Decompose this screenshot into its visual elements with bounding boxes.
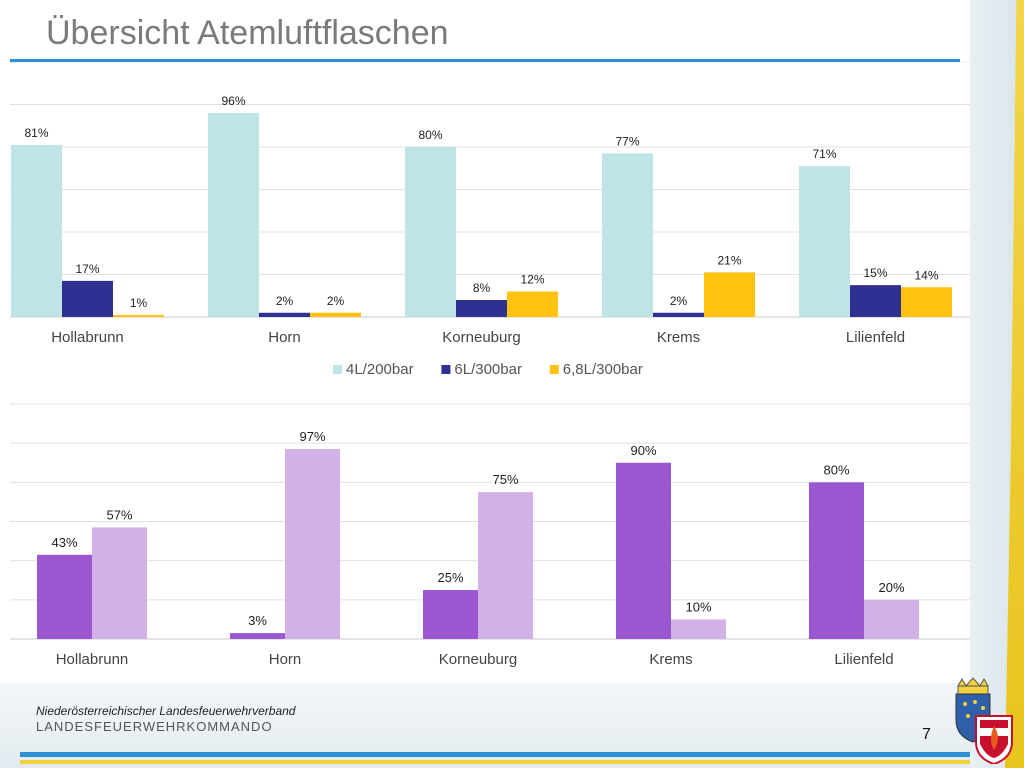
category-tick-label: Lilienfeld	[834, 651, 893, 668]
data-label: 2%	[670, 294, 688, 308]
data-label: 43%	[51, 535, 77, 550]
bar-6L/300bar-Horn	[259, 312, 310, 317]
footer-blue-line	[20, 752, 970, 757]
data-label: 90%	[630, 443, 656, 458]
category-tick-label: Lilienfeld	[846, 329, 905, 346]
bar-6,8L/300bar-Korneuburg	[507, 291, 558, 317]
bar-6L/300bar-Korneuburg	[456, 300, 507, 317]
data-label: 2%	[276, 294, 294, 308]
legend-entry: 6,8L/300bar	[563, 361, 643, 378]
legend-swatch	[441, 365, 451, 374]
category-tick-label: Krems	[649, 651, 692, 668]
data-label: 25%	[437, 570, 463, 585]
bar-FIN-Krems	[671, 619, 726, 639]
data-label: 2%	[327, 294, 345, 308]
category-tick-label: Korneuburg	[442, 329, 520, 346]
bar-6L/300bar-Krems	[653, 312, 704, 317]
org-name: Niederösterreichischer Landesfeuerwehrve…	[36, 704, 296, 718]
bar-6L/300bar-Hollabrunn	[62, 280, 113, 317]
data-label: 96%	[221, 94, 245, 108]
data-label: 80%	[418, 128, 442, 142]
bar-6,8L/300bar-Hollabrunn	[113, 314, 164, 317]
category-tick-label: Korneuburg	[439, 651, 517, 668]
chart-bottle-types: 81% 17% 1% Hollabrunn 96% 2% 2% Horn 80% 8% 12% Kor…	[10, 62, 970, 378]
legend-entry: 4L/200bar	[346, 361, 414, 378]
category-tick-label: Hollabrunn	[56, 651, 129, 668]
data-label: 3%	[248, 613, 267, 628]
data-label: 71%	[812, 147, 836, 161]
bar-4L/200bar-Horn	[208, 113, 259, 317]
category-tick-label: Krems	[657, 329, 700, 346]
bar-NLL-Lilienfeld	[809, 482, 864, 639]
data-label: 21%	[717, 253, 741, 267]
bar-6L/300bar-Lilienfeld	[850, 285, 901, 317]
data-label: 57%	[106, 507, 132, 522]
bar-NLL-Hollabrunn	[37, 554, 92, 639]
data-label: 14%	[914, 268, 938, 282]
bar-FIN-Hollabrunn	[92, 527, 147, 639]
data-label: 8%	[473, 281, 491, 295]
bar-4L/200bar-Lilienfeld	[799, 166, 850, 317]
data-label: 15%	[863, 266, 887, 280]
bar-FIN-Lilienfeld	[864, 599, 919, 639]
page-number: 7	[922, 726, 931, 743]
org-subtitle: LANDESFEUERWEHRKOMMANDO	[36, 719, 273, 734]
legend-swatch	[549, 365, 559, 374]
bar-NLL-Krems	[616, 462, 671, 639]
bar-NLL-Korneuburg	[423, 590, 478, 639]
category-tick-label: Horn	[268, 329, 301, 346]
data-label: 97%	[299, 429, 325, 444]
data-label: 80%	[823, 462, 849, 477]
category-tick-label: Horn	[269, 651, 302, 668]
bar-6,8L/300bar-Horn	[310, 312, 361, 317]
category-tick-label: Hollabrunn	[51, 329, 124, 346]
data-label: 17%	[75, 262, 99, 276]
legend-entry: 6L/300bar	[454, 361, 522, 378]
data-label: 75%	[492, 472, 518, 487]
data-label: 77%	[615, 134, 639, 148]
slide-title: Übersicht Atemluftflaschen	[46, 14, 449, 52]
chart-nll-fin: 43% 57% Hollabrunn 3% 97% Horn 25% 75% Korneubur…	[10, 403, 970, 700]
data-label: 20%	[878, 580, 904, 595]
bar-6,8L/300bar-Krems	[704, 272, 755, 317]
data-label: 1%	[130, 296, 148, 310]
bar-NLL-Horn	[230, 633, 285, 639]
data-label: 81%	[24, 126, 48, 140]
bar-4L/200bar-Korneuburg	[405, 147, 456, 317]
bar-4L/200bar-Hollabrunn	[11, 144, 62, 317]
coat-of-arms-icon	[955, 677, 1013, 764]
footer-yellow-line	[20, 760, 970, 764]
data-label: 12%	[520, 273, 544, 287]
legend-swatch	[333, 365, 342, 374]
bar-FIN-Horn	[285, 449, 340, 639]
title-rule	[10, 59, 960, 62]
data-label: 10%	[685, 599, 711, 614]
bar-6,8L/300bar-Lilienfeld	[901, 287, 952, 317]
bar-4L/200bar-Krems	[602, 153, 653, 317]
bar-FIN-Korneuburg	[478, 492, 533, 639]
